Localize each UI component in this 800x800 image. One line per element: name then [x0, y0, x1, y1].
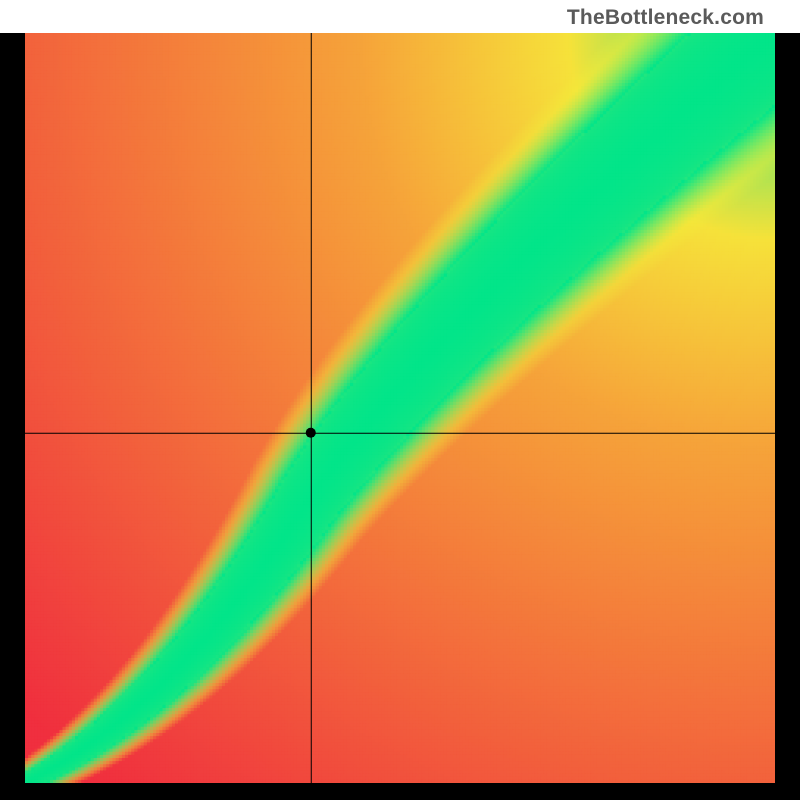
plot-outer-margin — [0, 33, 25, 783]
plot-outer-margin — [0, 783, 800, 800]
plot-outer-margin — [775, 33, 800, 783]
attribution-text: TheBottleneck.com — [567, 6, 764, 30]
heatmap-plot — [25, 33, 775, 783]
chart-container: TheBottleneck.com — [0, 0, 800, 800]
heatmap-canvas — [25, 33, 775, 783]
